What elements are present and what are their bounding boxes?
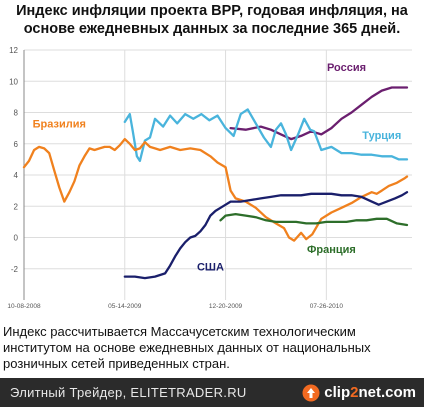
chart-title: Индекс инфляции проекта BPP, годовая инф… [0,2,424,38]
x-tick-label: 10-08-2008 [7,303,41,310]
inflation-line-chart: -2 0 2 4 6 8 10 12 10-08-2008 05-14-2009 12-20-20… [7,46,412,310]
x-tick-label: 07-26-2010 [310,303,344,310]
y-tick-label: 6 [14,140,19,149]
x-tick-label: 05-14-2009 [108,303,142,310]
series-line-2 [123,108,409,163]
series-label-4: Франция [307,244,356,256]
x-axis-tick-labels: 10-08-2008 05-14-2009 12-20-2009 07-26-2010 [7,303,343,310]
series-label-3: Бразилия [33,118,86,130]
y-tick-label: 12 [9,46,18,55]
chart-title-line-2: основе ежедневных данных за последние 36… [23,21,401,37]
y-tick-label: 4 [14,171,19,180]
chart-title-line-1: Индекс инфляции проекта BPP, годовая инф… [16,3,408,19]
y-axis-tick-labels: -2 0 2 4 6 8 10 12 [9,46,18,274]
series-lines [22,86,409,280]
chart-caption: Индекс рассчитывается Массачусетским тех… [3,324,423,372]
series-label-2: Турция [362,130,401,142]
series-line-4 [219,212,409,227]
logo-part-com: .com [380,384,416,401]
y-tick-label: 0 [14,234,19,243]
y-tick-label: 2 [14,202,19,211]
caption-line-3: розничных сетей приведенных стран. [3,356,230,371]
series-line-1 [229,86,409,141]
caption-line-2: институтом на основе ежедневных данных о… [3,340,371,355]
series-label-5: США [197,261,224,273]
series-label-1: Россия [327,62,366,74]
footer-source-text: Элитный Трейдер, ELITETRADER.RU [10,385,247,400]
clip2net-logo[interactable]: clip2net.com [302,382,416,403]
series-line-3 [22,137,409,242]
logo-part-2: 2 [350,384,359,401]
clip2net-logo-text: clip2net.com [324,384,416,401]
logo-part-clip: clip [324,384,351,401]
logo-part-net: net [358,384,381,401]
caption-line-1: Индекс рассчитывается Массачусетским тех… [3,324,356,339]
series-labels: Россия Турция Бразилия Франция США [33,62,402,273]
y-tick-label: 8 [14,109,19,118]
series-line-5 [123,191,409,280]
x-tick-label: 12-20-2009 [209,303,243,310]
clip2net-arrow-icon [302,384,320,401]
footer-bar: Элитный Трейдер, ELITETRADER.RU clip2net… [0,378,424,407]
y-tick-label: 10 [9,77,18,86]
y-tick-label: -2 [11,265,19,274]
chart-grid [23,49,412,300]
